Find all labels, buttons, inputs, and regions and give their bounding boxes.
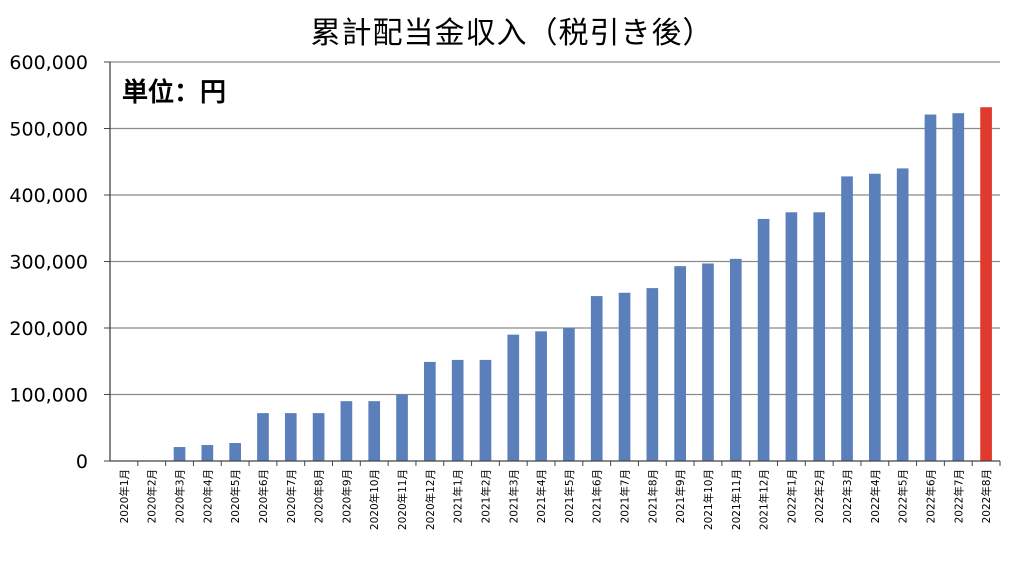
x-tick-label: 2020年8月	[313, 469, 326, 523]
x-tick-label: 2020年1月	[118, 469, 131, 523]
x-tick-label: 2021年2月	[479, 469, 492, 523]
bar-17	[563, 328, 575, 461]
bar-10	[368, 401, 381, 461]
x-tick-label: 2021年7月	[619, 469, 632, 523]
x-tick-label: 2021年1月	[452, 469, 465, 523]
bar-8	[312, 413, 325, 461]
bar-28	[869, 173, 881, 461]
bar-25	[785, 212, 798, 461]
bar-4	[201, 445, 214, 461]
y-tick-label: 100,000	[9, 385, 88, 407]
bar-23	[729, 258, 742, 461]
x-tick-label: 2020年4月	[201, 469, 214, 523]
bar-19	[618, 292, 631, 461]
x-tick-label: 2022年8月	[980, 469, 993, 523]
x-tick-label: 2022年4月	[869, 469, 882, 523]
x-tick-label: 2021年10月	[702, 469, 715, 530]
bar-18	[590, 296, 603, 461]
x-tick-label: 2022年3月	[841, 469, 854, 523]
chart-title: 累計配当金収入（税引き後）	[310, 16, 714, 51]
bars	[173, 107, 992, 461]
bar-5	[229, 443, 241, 461]
bar-11	[396, 394, 408, 461]
x-tick-label: 2020年12月	[424, 469, 437, 530]
x-tick-label: 2021年3月	[507, 469, 520, 523]
y-tick-label: 600,000	[9, 52, 88, 74]
x-tick-label: 2021年11月	[730, 469, 743, 530]
x-tick-label: 2022年5月	[897, 469, 910, 523]
bar-30	[924, 114, 937, 461]
x-tick-label: 2022年6月	[924, 469, 937, 523]
bar-26	[813, 212, 826, 461]
bar-3	[173, 447, 186, 461]
y-tick-label: 400,000	[9, 185, 88, 207]
x-tick-label: 2022年2月	[813, 469, 826, 523]
bar-32	[980, 107, 992, 461]
x-tick-label: 2020年3月	[174, 469, 187, 523]
x-tick-label: 2020年11月	[396, 469, 409, 530]
x-tick-label: 2020年10月	[368, 469, 381, 530]
y-tick-label: 300,000	[9, 252, 88, 274]
x-tick-label: 2021年4月	[535, 469, 548, 523]
x-tick-labels: 2020年1月 2020年2月 2020年3月 2020年4月 2020年5月 2020年…	[118, 461, 1001, 530]
y-tick-labels: 0 100,000 200,000 300,000 400,000 500,000 600,…	[9, 52, 110, 473]
bar-22	[702, 263, 714, 461]
bar-29	[896, 168, 909, 461]
y-tick-label: 0	[76, 451, 88, 473]
unit-label: 単位：円	[122, 77, 226, 108]
x-tick-label: 2022年1月	[785, 469, 798, 523]
x-tick-label: 2022年7月	[952, 469, 965, 523]
bar-15	[507, 334, 520, 461]
x-tick-label: 2020年9月	[340, 469, 353, 523]
bar-9	[340, 401, 353, 461]
bar-24	[757, 218, 770, 461]
x-tick-label: 2021年6月	[591, 469, 604, 523]
x-tick-label: 2020年7月	[285, 469, 298, 523]
bar-27	[841, 176, 853, 461]
bar-7	[284, 413, 297, 461]
x-tick-label: 2020年2月	[146, 469, 159, 523]
x-tick-label: 2021年8月	[646, 469, 659, 523]
bar-6	[257, 413, 269, 461]
x-tick-label: 2020年6月	[257, 469, 270, 523]
bar-20	[646, 288, 659, 461]
gridlines	[110, 61, 1000, 396]
x-tick-label: 2021年5月	[563, 469, 576, 523]
x-tick-label: 2020年5月	[229, 469, 242, 523]
bar-13	[451, 359, 464, 461]
bar-12	[424, 361, 436, 461]
bar-14	[479, 359, 492, 461]
y-tick-label: 500,000	[9, 119, 88, 141]
bar-21	[674, 266, 686, 461]
bar-16	[535, 331, 547, 461]
x-tick-label: 2021年9月	[674, 469, 687, 523]
bar-31	[952, 113, 965, 461]
x-tick-label: 2021年12月	[758, 469, 771, 530]
y-tick-label: 200,000	[9, 318, 88, 340]
